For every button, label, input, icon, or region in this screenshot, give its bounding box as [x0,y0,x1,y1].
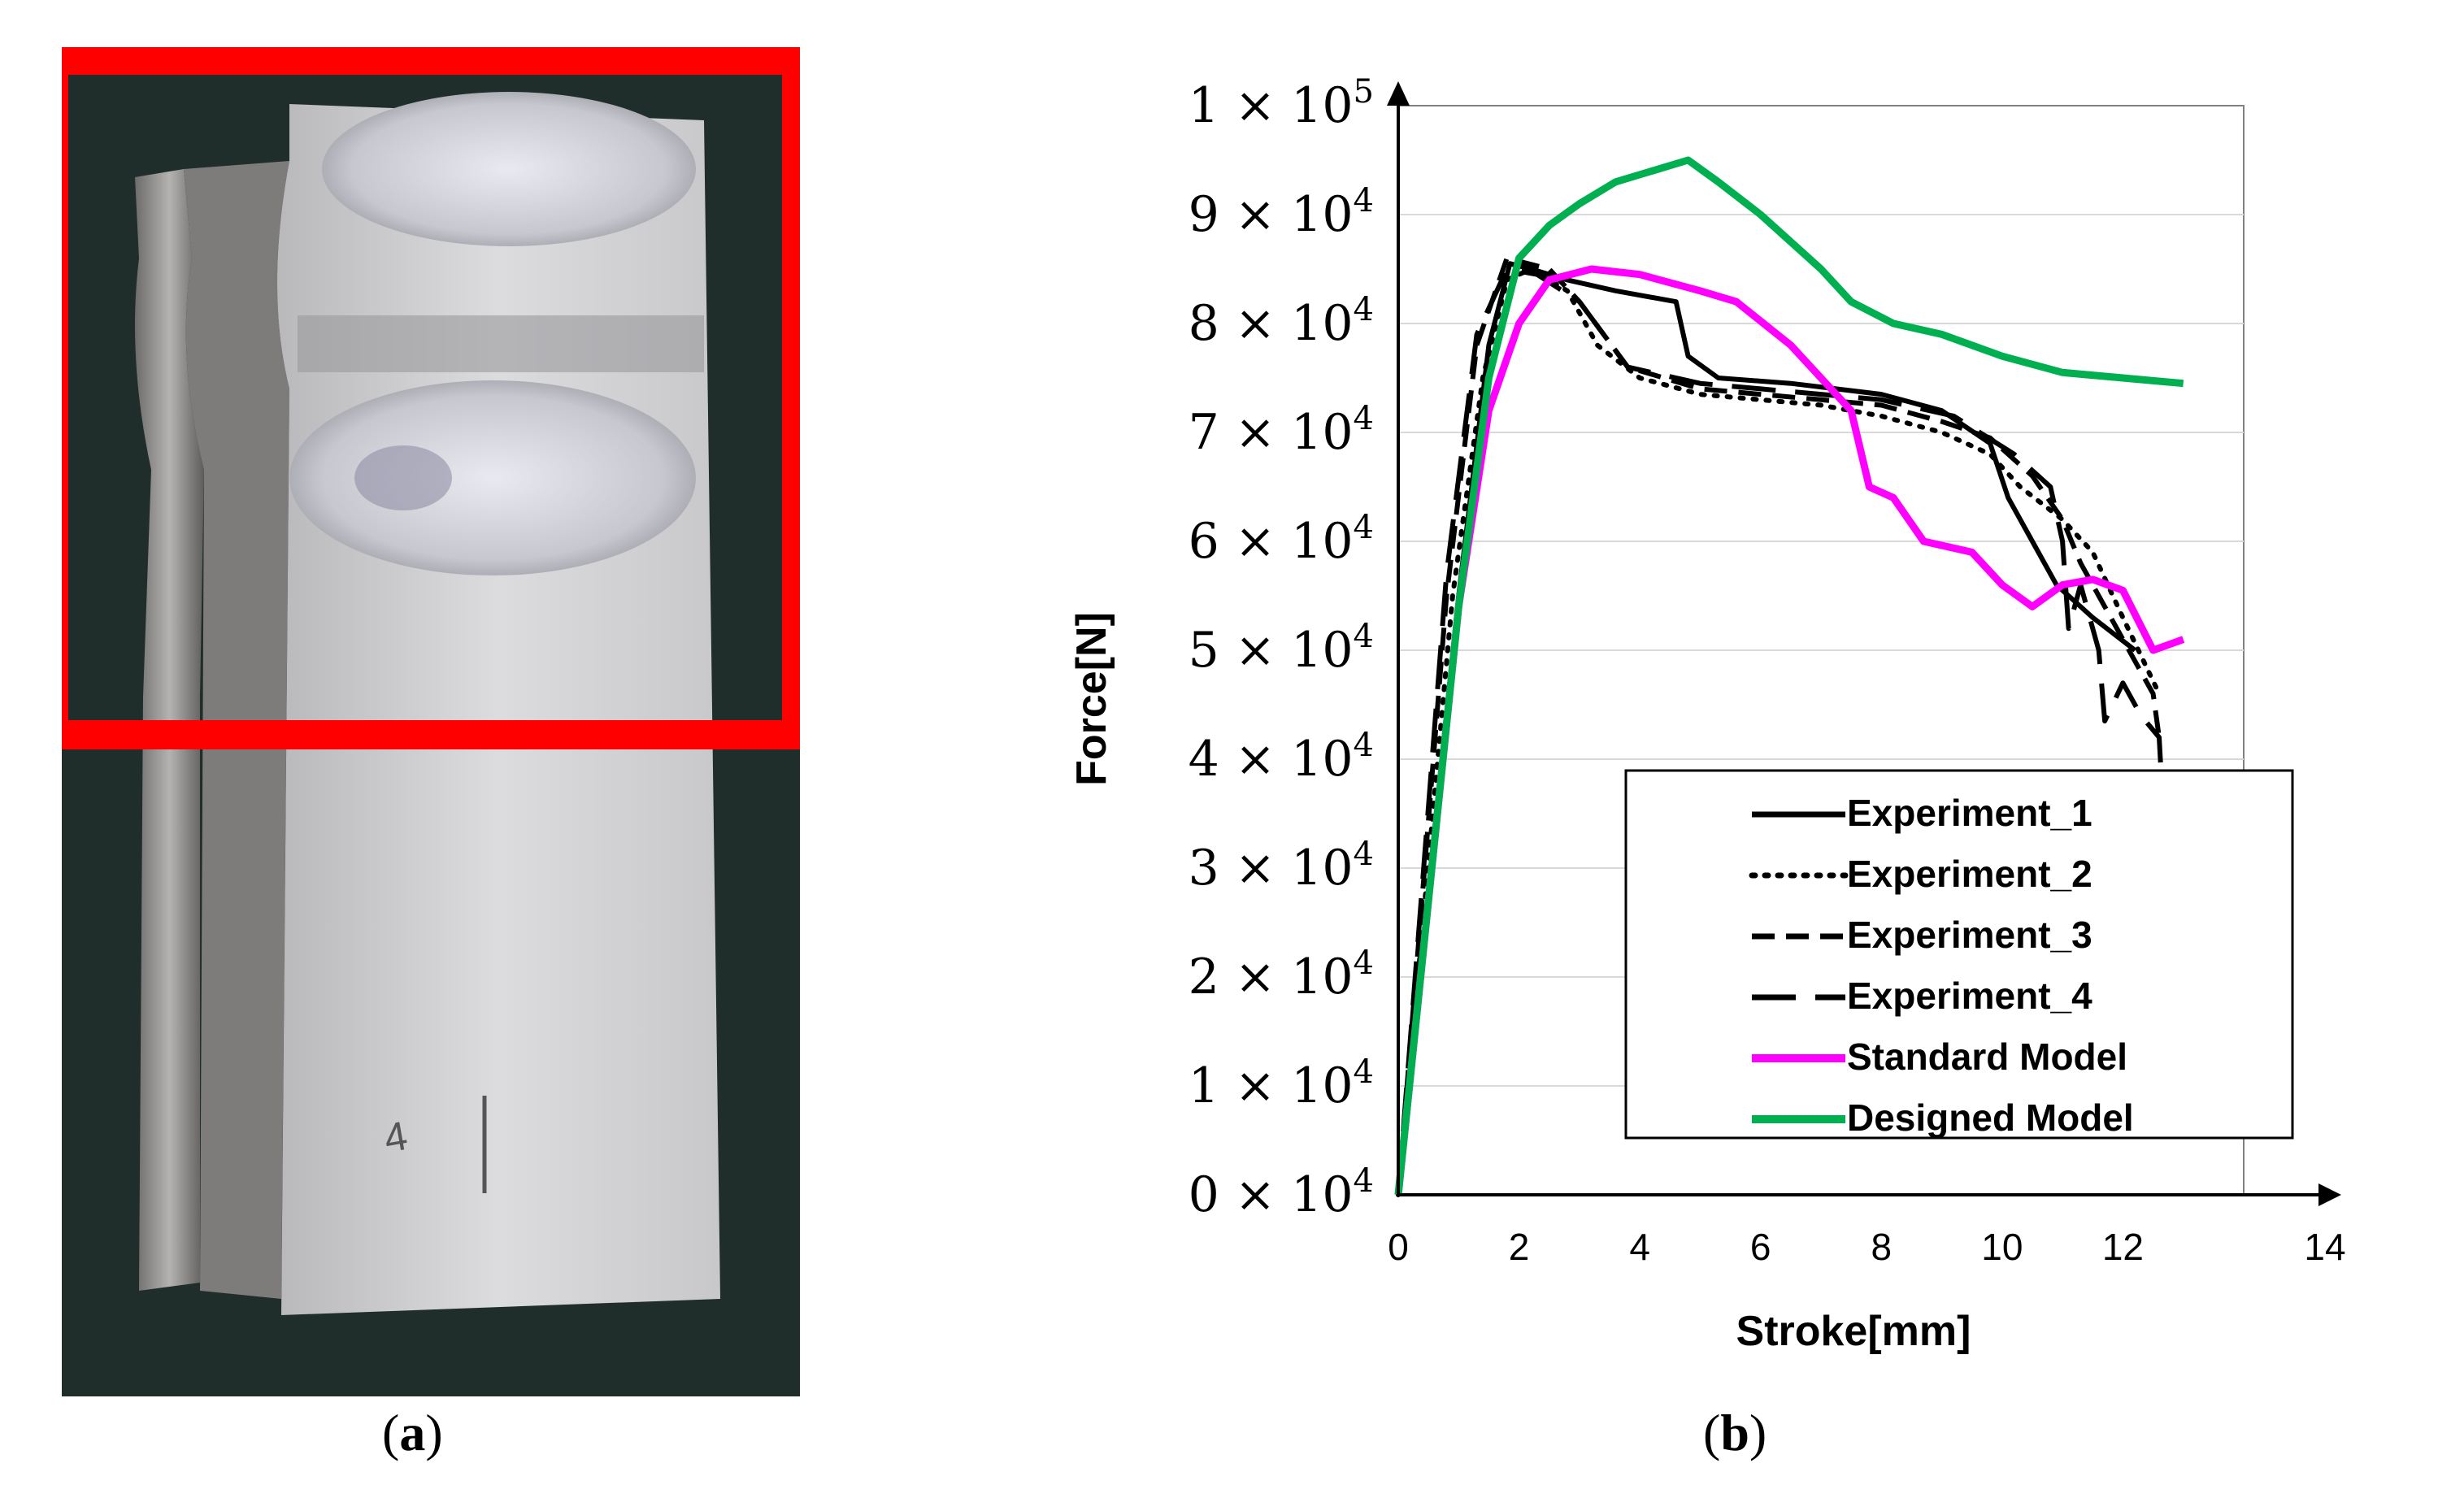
y-tick-label: 7 × 104 [1189,400,1374,461]
series-line-designed-model [1394,156,2184,1196]
legend-label: Standard Model [1847,1036,2127,1078]
y-tick-label: 9 × 104 [1189,182,1374,243]
lower-bulge [289,380,696,575]
bulge-shadow [354,445,452,510]
caption-b: (b) [1703,1404,1767,1461]
fold-shadow [298,315,704,372]
series-line-experiment-2 [1396,267,2162,1197]
x-tick-label: 6 [1750,1226,1771,1268]
y-tick-label: 2 × 104 [1189,944,1374,1005]
x-axis-arrow [2318,1183,2341,1206]
y-tick-label: 5 × 104 [1189,618,1374,679]
y-tick-label: 6 × 104 [1189,509,1374,570]
x-tick-label: 0 [1388,1226,1409,1268]
force-stroke-chart: 0 × 104 1 × 104 2 × 104 3 × 104 4 × 104 5 × 1… [1041,65,2439,1398]
caption-a: (a) [382,1404,443,1461]
y-axis-title: Force[N] [1068,612,1115,786]
y-tick-label: 3 × 104 [1189,836,1374,897]
specimen-photo-drawing: 4 [39,46,811,1396]
legend: Experiment_1 Experiment_2 Experiment_3 Expe… [1624,769,2294,1140]
legend-label: Designed Model [1847,1096,2134,1139]
x-tick-label: 4 [1629,1226,1650,1268]
legend-label: Experiment_2 [1847,853,2092,895]
specimen-photo: 4 [39,46,811,1396]
upper-bulge [322,92,696,246]
series-line-standard-model [1394,265,2185,1196]
x-axis-title: Stroke[mm] [1736,1308,1971,1355]
x-tick-label: 8 [1871,1226,1892,1268]
x-tick-label: 12 [2102,1226,2144,1268]
legend-box [1624,769,2294,1140]
y-axis-arrow [1387,81,1410,106]
legend-label: Experiment_1 [1847,792,2092,834]
x-tick-label: 14 [2304,1226,2345,1268]
chart-svg: 0 × 104 1 × 104 2 × 104 3 × 104 4 × 104 5 × 1… [1068,73,2346,1355]
x-tick-label: 2 [1509,1226,1530,1268]
y-tick-label: 8 × 104 [1189,291,1374,352]
legend-label: Experiment_4 [1847,975,2092,1017]
specimen-plate [277,104,720,1315]
legend-label: Experiment_3 [1847,914,2092,956]
y-tick-label: 1 × 104 [1189,1053,1374,1114]
series-line-experiment-3 [1396,255,2162,1196]
y-tick-label: 4 × 104 [1189,727,1374,788]
series-line-experiment-1 [1396,261,2137,1196]
series-line-experiment-4 [1396,267,2168,1196]
y-tick-label: 0 × 104 [1189,1162,1374,1223]
x-tick-label: 10 [1981,1226,2023,1268]
y-tick-label: 1 × 105 [1189,73,1374,134]
